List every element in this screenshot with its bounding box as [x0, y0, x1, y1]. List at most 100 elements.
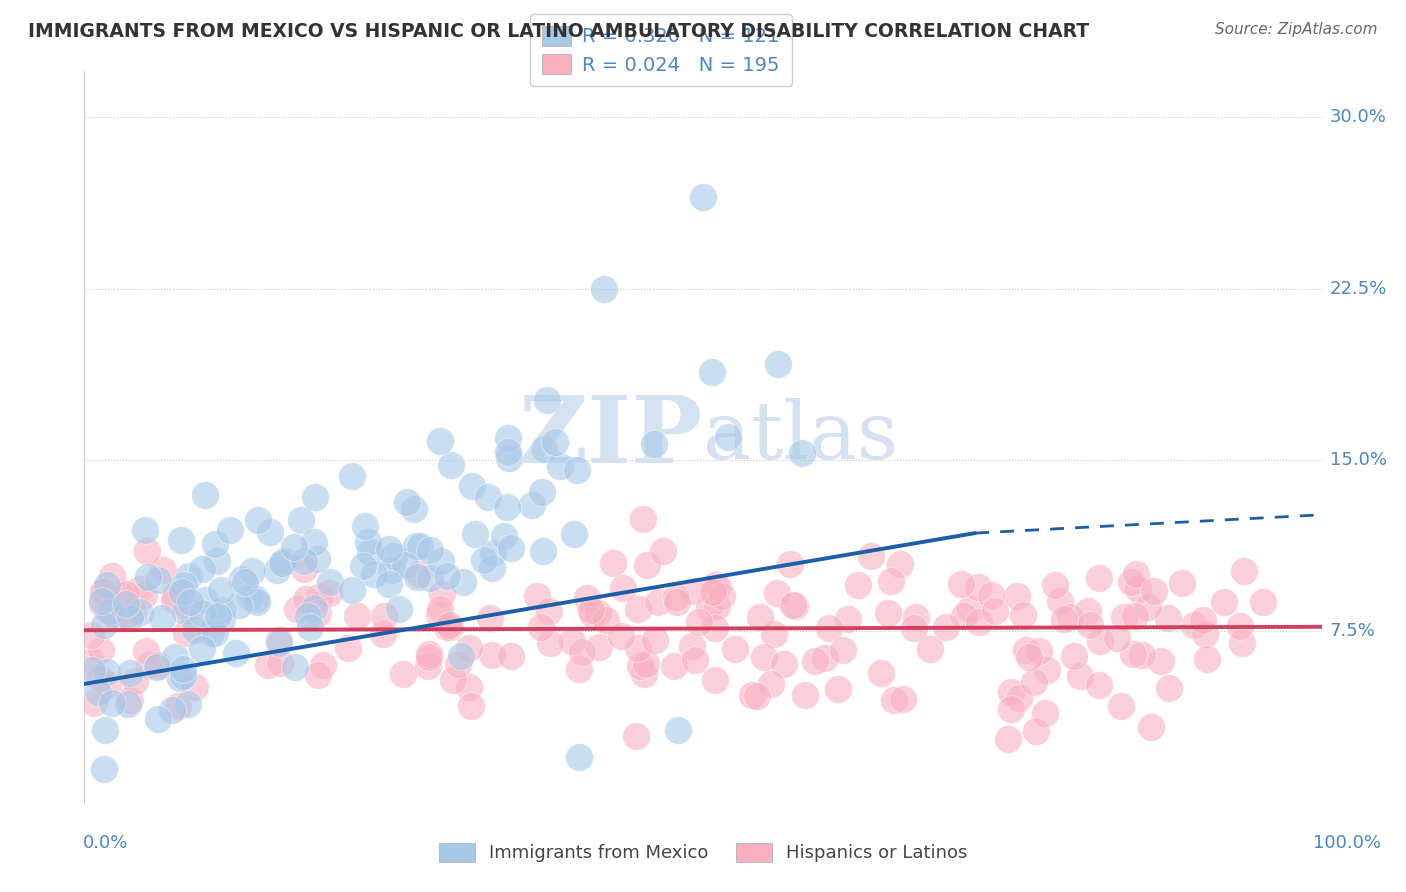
Point [783, 599, 806, 613]
Point [666, 595, 689, 609]
Point [633, 512, 655, 526]
Point [257, 657, 280, 672]
Point [172, 662, 194, 676]
Point [498, 445, 520, 459]
Text: Source: ZipAtlas.com: Source: ZipAtlas.com [1215, 22, 1378, 37]
Point [1080, 617, 1102, 632]
Point [163, 588, 186, 602]
Point [292, 554, 315, 568]
Point [889, 557, 911, 571]
Point [110, 588, 132, 602]
Point [146, 659, 169, 673]
Point [295, 592, 318, 607]
Point [703, 621, 725, 635]
Point [172, 669, 194, 683]
Point [651, 544, 673, 558]
Point [498, 450, 520, 465]
Point [240, 564, 263, 578]
Point [903, 621, 925, 635]
Point [381, 563, 404, 577]
Point [1119, 574, 1142, 589]
Point [571, 645, 593, 659]
Point [1014, 643, 1036, 657]
Point [184, 680, 207, 694]
Point [880, 574, 903, 588]
Point [225, 646, 247, 660]
Point [357, 535, 380, 549]
Point [627, 640, 650, 655]
Point [115, 597, 138, 611]
Point [568, 750, 591, 764]
Point [666, 723, 689, 737]
Point [174, 626, 197, 640]
Point [100, 568, 122, 582]
Point [204, 626, 226, 640]
Point [138, 657, 160, 672]
Text: atlas: atlas [703, 398, 898, 476]
Point [205, 554, 228, 568]
Point [1123, 608, 1146, 623]
Point [211, 612, 233, 626]
Point [745, 690, 768, 704]
Text: 100.0%: 100.0% [1313, 834, 1381, 852]
Legend: Immigrants from Mexico, Hispanics or Latinos: Immigrants from Mexico, Hispanics or Lat… [432, 836, 974, 870]
Point [481, 648, 503, 662]
Point [1140, 721, 1163, 735]
Text: 7.5%: 7.5% [1330, 623, 1376, 640]
Point [173, 578, 195, 592]
Point [96, 578, 118, 592]
Point [318, 585, 340, 599]
Point [302, 535, 325, 549]
Point [404, 501, 426, 516]
Point [239, 590, 262, 604]
Point [129, 605, 152, 619]
Point [662, 658, 685, 673]
Point [814, 651, 837, 665]
Point [703, 673, 725, 688]
Point [135, 544, 157, 558]
Point [548, 459, 571, 474]
Point [136, 570, 159, 584]
Point [1111, 699, 1133, 714]
Point [118, 666, 141, 681]
Point [115, 587, 138, 601]
Point [765, 586, 787, 600]
Point [496, 431, 519, 445]
Point [292, 562, 315, 576]
Point [1088, 678, 1111, 692]
Point [700, 365, 723, 379]
Point [447, 657, 470, 672]
Point [688, 615, 710, 629]
Point [832, 642, 855, 657]
Point [1194, 627, 1216, 641]
Point [122, 604, 145, 618]
Point [501, 648, 523, 663]
Point [352, 559, 374, 574]
Text: 15.0%: 15.0% [1330, 451, 1386, 469]
Point [967, 580, 990, 594]
Point [891, 691, 914, 706]
Point [1069, 669, 1091, 683]
Point [904, 610, 927, 624]
Point [162, 703, 184, 717]
Point [378, 577, 401, 591]
Point [305, 552, 328, 566]
Point [170, 584, 193, 599]
Point [267, 632, 290, 647]
Point [194, 488, 217, 502]
Point [163, 593, 186, 607]
Point [984, 603, 1007, 617]
Point [562, 527, 585, 541]
Point [340, 583, 363, 598]
Point [1018, 650, 1040, 665]
Point [346, 608, 368, 623]
Point [450, 649, 472, 664]
Point [477, 490, 499, 504]
Point [707, 580, 730, 594]
Point [440, 458, 463, 472]
Point [219, 523, 242, 537]
Point [1159, 681, 1181, 696]
Point [115, 607, 138, 622]
Point [1157, 611, 1180, 625]
Point [846, 578, 869, 592]
